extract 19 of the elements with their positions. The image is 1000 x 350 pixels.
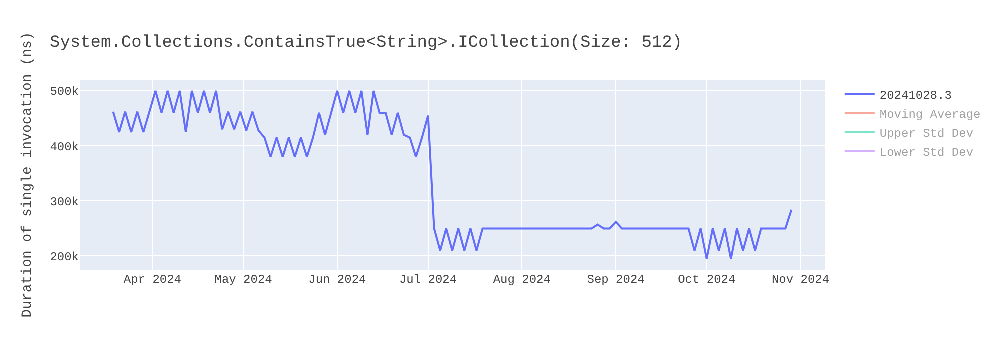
x-tick-label: Nov 2024 [772,273,830,287]
legend-label: Lower Std Dev [880,146,974,160]
y-tick-label: 200k [50,250,79,264]
legend-label: Upper Std Dev [880,127,974,142]
line-series [112,90,793,260]
x-tick-label: Aug 2024 [493,273,551,287]
y-tick-label: 300k [50,195,79,210]
y-axis-title: Duration of single invocation (ns) [20,32,36,318]
legend-label: 20241028.3 [880,89,952,104]
y-tick-label: 500k [50,85,79,100]
x-tick-label: Sep 2024 [587,273,645,287]
x-tick-label: Jul 2024 [399,273,458,287]
x-tick-label: May 2024 [214,273,272,287]
x-tick-label: Apr 2024 [124,273,182,287]
y-tick-label: 400k [50,140,79,154]
chart-title: System.Collections.ContainsTrue<String>.ICollection(Size: 512) [50,34,683,53]
x-tick-label: Jun 2024 [308,273,366,287]
x-tick-label: Oct 2024 [678,273,736,287]
legend-label: Moving Average [880,108,981,122]
